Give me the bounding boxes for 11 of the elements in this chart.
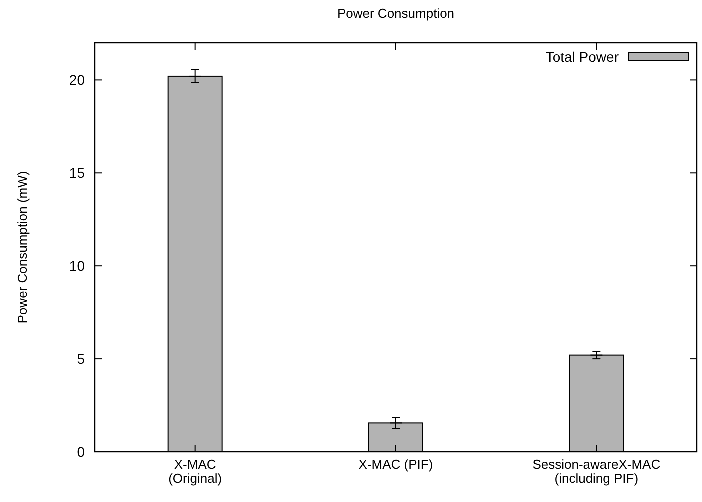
y-tick-label: 20 (69, 72, 86, 88)
x-tick-label: X-MAC (PIF) (358, 457, 434, 472)
y-tick-label: 10 (69, 258, 86, 274)
x-tick-label: Session-awareX-MAC (including PIF) (532, 457, 661, 486)
y-axis-title: Power Consumption (mW) (15, 171, 30, 324)
x-tick-label: X-MAC (Original) (168, 457, 222, 486)
legend-label: Total Power (546, 49, 620, 65)
y-tick-label: 5 (77, 351, 86, 368)
y-tick-label: 15 (69, 165, 86, 182)
y-tick-label: 0 (77, 444, 86, 460)
chart-title: Power Consumption (337, 6, 455, 21)
